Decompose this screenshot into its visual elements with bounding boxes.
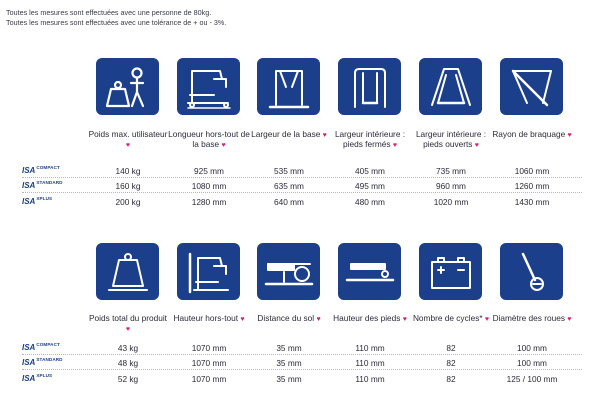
table-row: ISASTANDARD 48 kg 1070 mm 35 mm 110 mm 8… <box>22 355 582 370</box>
total-height-icon <box>177 243 240 300</box>
caption-base-width: Largeur de la base ♥ <box>251 129 327 139</box>
caption-cycles: Nombre de cycles* ♥ <box>412 313 490 323</box>
caption-legs-closed: Largeur intérieure : pieds fermés ♥ <box>334 129 406 149</box>
caption-max-weight: Poids max. utilisateur ♥ <box>88 129 168 149</box>
table-cell: 160 kg <box>115 181 141 191</box>
turning-radius-icon <box>500 58 563 115</box>
legs-closed-icon <box>338 58 401 115</box>
table-cell: 48 kg <box>117 358 139 368</box>
caption-total-height: Hauteur hors-tout ♥ <box>173 313 245 323</box>
table-cell: 735 mm <box>436 166 466 176</box>
table-cell: 52 kg <box>117 374 139 384</box>
table-cell: 405 mm <box>355 166 385 176</box>
note-tolerance: Toutes les mesures sont effectuées avec … <box>6 17 227 27</box>
wheel-diameter-icon <box>500 243 563 300</box>
lift-length-icon <box>177 58 240 115</box>
table-cell: 1430 mm <box>514 197 550 207</box>
scale-weight-icon <box>96 243 159 300</box>
table-cell: 480 mm <box>355 197 385 207</box>
table-cell: 35 mm <box>276 374 302 384</box>
table-row: ISASTANDARD 160 kg 1080 mm 635 mm 495 mm… <box>22 178 582 193</box>
model-label: ISACOMPACT <box>22 165 60 175</box>
table-cell: 100 mm <box>517 358 547 368</box>
table-cell: 635 mm <box>274 181 304 191</box>
table-row: ISAXPLUS 52 kg 1070 mm 35 mm 110 mm 82 1… <box>22 371 582 386</box>
table-cell: 125 / 100 mm <box>506 374 558 384</box>
table-cell: 43 kg <box>117 343 139 353</box>
table-row: ISACOMPACT 43 kg 1070 mm 35 mm 110 mm 82… <box>22 340 582 355</box>
caption-product-weight: Poids total du produit ♥ <box>89 313 167 333</box>
model-label: ISAXPLUS <box>22 196 53 206</box>
table-cell: 495 mm <box>355 181 385 191</box>
table-cell: 1080 mm <box>191 181 227 191</box>
table-cell: 110 mm <box>355 374 385 384</box>
table-cell: 200 kg <box>115 197 141 207</box>
table-cell: 1020 mm <box>433 197 469 207</box>
table-cell: 35 mm <box>276 358 302 368</box>
model-label: ISASTANDARD <box>22 180 63 190</box>
table-cell: 640 mm <box>274 197 304 207</box>
measurement-notes: Toutes les mesures sont effectuées avec … <box>6 8 226 27</box>
ground-clearance-icon <box>257 243 320 300</box>
table-row: ISAXPLUS 200 kg 1280 mm 640 mm 480 mm 10… <box>22 194 582 209</box>
note-weight: Toutes les mesures sont effectuées avec … <box>6 8 212 17</box>
base-width-icon <box>257 58 320 115</box>
table-cell: 535 mm <box>274 166 304 176</box>
person-weight-icon <box>96 58 159 115</box>
caption-legs-open: Largeur intérieure : pieds ouverts ♥ <box>415 129 487 149</box>
table-cell: 100 mm <box>517 343 547 353</box>
table-cell: 82 <box>446 358 456 368</box>
table-cell: 1070 mm <box>191 343 227 353</box>
caption-ground-clearance: Distance du sol ♥ <box>257 313 321 323</box>
table-row: ISACOMPACT 140 kg 925 mm 535 mm 405 mm 7… <box>22 163 582 178</box>
caption-turning-radius: Rayon de braquage ♥ <box>492 129 572 139</box>
table-cell: 1060 mm <box>514 166 550 176</box>
caption-wheel-diameter: Diamètre des roues ♥ <box>492 313 572 323</box>
table-cell: 35 mm <box>276 343 302 353</box>
table-cell: 925 mm <box>194 166 224 176</box>
caption-base-length: Longueur hors-tout de la base ♥ <box>168 129 250 149</box>
model-label: ISASTANDARD <box>22 357 63 367</box>
table-cell: 82 <box>446 343 456 353</box>
model-label: ISAXPLUS <box>22 373 53 383</box>
battery-icon <box>419 243 482 300</box>
table-cell: 110 mm <box>355 358 385 368</box>
table-cell: 1260 mm <box>514 181 550 191</box>
table-cell: 1070 mm <box>191 358 227 368</box>
caption-leg-height: Hauteur des pieds ♥ <box>333 313 407 323</box>
leg-height-icon <box>338 243 401 300</box>
table-cell: 82 <box>446 374 456 384</box>
legs-open-icon <box>419 58 482 115</box>
table-cell: 1070 mm <box>191 374 227 384</box>
table-cell: 1280 mm <box>191 197 227 207</box>
model-label: ISACOMPACT <box>22 342 60 352</box>
table-cell: 110 mm <box>355 343 385 353</box>
table-cell: 960 mm <box>436 181 466 191</box>
table-cell: 140 kg <box>115 166 141 176</box>
